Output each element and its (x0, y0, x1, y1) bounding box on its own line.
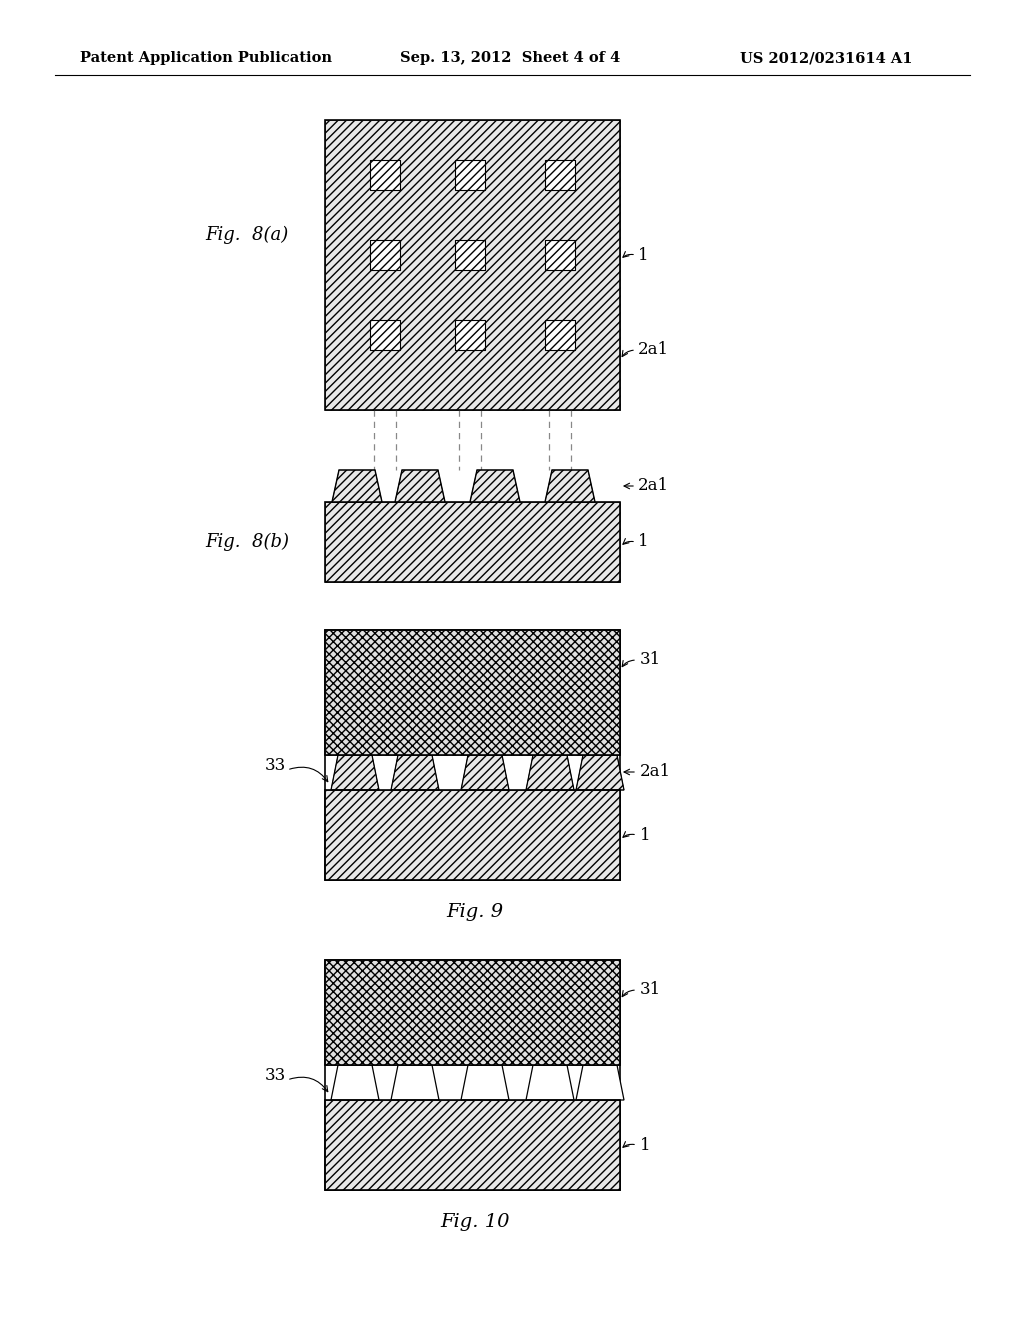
Polygon shape (470, 470, 520, 502)
Bar (325, 960, 620, 1065)
Text: 2a1: 2a1 (638, 478, 669, 495)
Bar (325, 960, 620, 1065)
Bar (455, 319, 485, 350)
Bar (325, 630, 620, 880)
Text: 1: 1 (638, 247, 648, 264)
Bar (325, 789, 620, 880)
Bar (325, 502, 620, 582)
Bar (455, 160, 485, 190)
Polygon shape (331, 755, 379, 789)
Text: Fig. 9: Fig. 9 (446, 903, 504, 921)
Bar (370, 240, 400, 271)
Bar (325, 960, 620, 1191)
Polygon shape (391, 755, 439, 789)
Bar (455, 240, 485, 271)
Text: 31: 31 (640, 652, 662, 668)
Bar (325, 630, 620, 755)
Bar (325, 1100, 620, 1191)
Polygon shape (461, 1065, 509, 1100)
Polygon shape (391, 1065, 439, 1100)
Bar (545, 160, 575, 190)
Bar (370, 240, 400, 271)
Bar (370, 160, 400, 190)
Bar (545, 319, 575, 350)
Polygon shape (331, 1065, 379, 1100)
Text: 33: 33 (265, 1067, 287, 1084)
Text: Fig.  8(b): Fig. 8(b) (205, 533, 289, 552)
Bar (545, 319, 575, 350)
Text: 33: 33 (265, 756, 287, 774)
Bar (370, 160, 400, 190)
Bar (325, 789, 620, 880)
Polygon shape (395, 470, 445, 502)
Bar (325, 502, 620, 582)
Text: US 2012/0231614 A1: US 2012/0231614 A1 (740, 51, 912, 65)
Text: 2a1: 2a1 (638, 342, 669, 359)
Bar (545, 240, 575, 271)
Bar (325, 630, 620, 755)
Polygon shape (526, 1065, 574, 1100)
Text: Sep. 13, 2012  Sheet 4 of 4: Sep. 13, 2012 Sheet 4 of 4 (400, 51, 621, 65)
Text: 1: 1 (638, 533, 648, 550)
Bar (325, 1100, 620, 1191)
Polygon shape (545, 470, 595, 502)
Bar (370, 319, 400, 350)
Bar (325, 120, 620, 411)
Polygon shape (332, 470, 382, 502)
Polygon shape (575, 1065, 624, 1100)
Polygon shape (461, 755, 509, 789)
Bar (325, 1100, 620, 1191)
Polygon shape (526, 755, 574, 789)
Bar (455, 240, 485, 271)
Text: Fig. 10: Fig. 10 (440, 1213, 510, 1232)
Text: 2a1: 2a1 (640, 763, 671, 780)
Text: 1: 1 (640, 1137, 650, 1154)
Bar (325, 120, 620, 411)
Bar (370, 319, 400, 350)
Bar (455, 319, 485, 350)
Text: Patent Application Publication: Patent Application Publication (80, 51, 332, 65)
Text: Fig.  8(a): Fig. 8(a) (205, 226, 288, 244)
Text: 1: 1 (640, 826, 650, 843)
Bar (325, 960, 620, 1065)
Bar (325, 789, 620, 880)
Bar (455, 160, 485, 190)
Text: 31: 31 (640, 982, 662, 998)
Polygon shape (575, 755, 624, 789)
Bar (325, 630, 620, 755)
Bar (545, 160, 575, 190)
Bar (545, 240, 575, 271)
